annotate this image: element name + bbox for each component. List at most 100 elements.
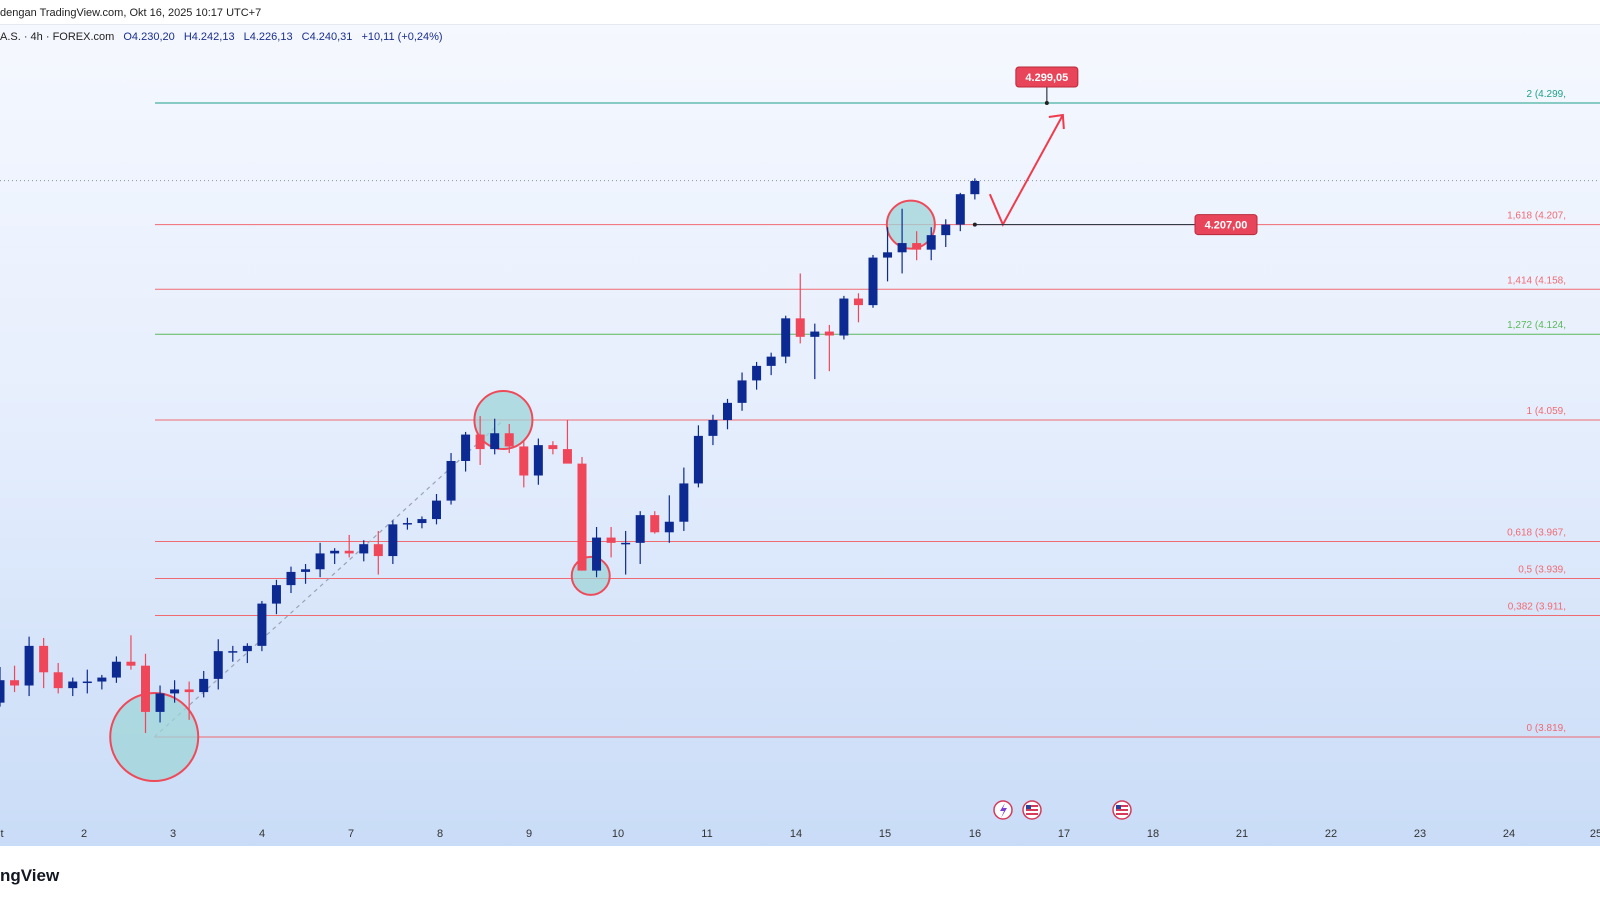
swing-high-circle (473, 390, 534, 451)
candle-body (926, 235, 936, 250)
candle-body (912, 243, 922, 250)
target-marker-dot (1044, 101, 1049, 105)
candle-body (839, 298, 849, 336)
target-price-label: 4.299,05 (1025, 72, 1068, 84)
breakout-circle (885, 199, 936, 250)
candle-body (650, 515, 660, 533)
x-tick-label: 10 (612, 828, 624, 840)
candle-body (359, 544, 369, 554)
flag-stripe (1116, 813, 1128, 815)
candle-body (53, 672, 63, 689)
candle-body (155, 693, 165, 712)
candle-body (97, 677, 107, 682)
change-value: +10,11 (+0,24%) (361, 31, 443, 43)
x-tick-label: 21 (1236, 828, 1248, 840)
lightning-glyph (1000, 803, 1007, 818)
fib-label: 2 (4.299, (1527, 89, 1566, 100)
candle-body (475, 434, 485, 450)
candle-body (68, 681, 78, 689)
candle-body (271, 585, 281, 604)
candle-body (388, 524, 398, 557)
chart-footer: ngView (0, 846, 1600, 900)
candle-body (883, 252, 893, 258)
target-price-label-box (1015, 66, 1079, 88)
fib-label: 1,414 (4.158, (1507, 275, 1566, 286)
fib-label: 0 (3.819, (1527, 723, 1566, 734)
candle-body (824, 331, 834, 336)
candle-body (897, 243, 907, 253)
x-tick-label: 16 (969, 828, 981, 840)
candle-body (10, 680, 20, 686)
close-value: C4.240,31 (301, 31, 353, 43)
x-tick-label: 4 (259, 828, 265, 840)
open-value: O4.230,20 (123, 31, 175, 43)
candle-body (737, 380, 747, 403)
candle-body (126, 661, 136, 666)
candle-body (941, 224, 951, 236)
candle-body (766, 356, 776, 366)
high-value: H4.242,13 (183, 31, 235, 43)
candle-body (635, 515, 645, 543)
candle-body (373, 544, 383, 557)
flag-stripe (1116, 805, 1128, 807)
candle-body (577, 463, 587, 571)
candle-body (24, 645, 34, 686)
candle-body (708, 420, 718, 436)
x-tick-label: 17 (1058, 828, 1070, 840)
projection-arrowhead (1048, 113, 1065, 130)
x-tick-label: 24 (1503, 828, 1515, 840)
candle-body (606, 537, 616, 543)
candle-body (562, 449, 572, 464)
candle-body (111, 661, 121, 678)
flag-canton (1026, 805, 1031, 809)
candle-body (868, 257, 878, 306)
candle-body (533, 445, 543, 476)
projection-arrow (988, 114, 1064, 227)
x-tick-label: 18 (1147, 828, 1159, 840)
candle-body (82, 681, 92, 684)
x-tick-label: 8 (437, 828, 443, 840)
candle-body (490, 433, 500, 450)
symbol-label[interactable]: A.S. · 4h · FOREX.com (0, 31, 115, 43)
trend-connector (153, 419, 504, 738)
x-tick-label: 22 (1325, 828, 1337, 840)
x-tick-label: 23 (1414, 828, 1426, 840)
candle-body (315, 553, 325, 570)
candle-body (402, 523, 412, 525)
entry-price-label-box (1194, 214, 1258, 236)
fib-label: 0,382 (3.911, (1508, 601, 1566, 612)
x-tick-label: 25 (1590, 828, 1600, 840)
candle-body (257, 603, 267, 646)
fib-label: 0,5 (3.939, (1518, 565, 1566, 576)
candle-body (664, 521, 674, 533)
x-tick-label: t (0, 828, 3, 840)
candle-body (141, 665, 150, 712)
candle-body (679, 483, 689, 522)
candle-body (592, 537, 602, 571)
chart-header: dengan TradingView.com, Okt 16, 2025 10:… (0, 0, 1600, 25)
candle-body (228, 651, 238, 653)
x-tick-label: 9 (526, 828, 532, 840)
candle-body (781, 318, 791, 357)
flag-stripe (1116, 809, 1128, 811)
fib-label: 1 (4.059, (1527, 406, 1566, 417)
candle-body (548, 445, 558, 450)
fib-label: 0,618 (3.967, (1507, 528, 1566, 539)
entry-price-label: 4.207,00 (1205, 220, 1248, 232)
x-tick-label: 15 (879, 828, 891, 840)
candle-body (853, 298, 863, 306)
fib-label: 1,618 (4.207, (1507, 211, 1566, 222)
flag-canton (1116, 805, 1121, 809)
candle-body (504, 433, 514, 447)
candle-body (519, 446, 529, 476)
x-tick-label: 14 (790, 828, 802, 840)
pullback-circle (570, 555, 611, 596)
candle-body (752, 365, 762, 381)
candle-body (0, 680, 5, 703)
chart-area[interactable]: 2 (4.299, 1,618 (4.207, 1,414 (4.158, 1,272… (0, 24, 1600, 846)
candlestick-chart[interactable]: 2 (4.299, 1,618 (4.207, 1,414 (4.158, 1,272… (0, 24, 1600, 846)
candle-body (301, 569, 311, 572)
candle-body (723, 402, 732, 421)
candle-body (795, 318, 805, 337)
tradingview-brand[interactable]: ngView (0, 866, 60, 885)
